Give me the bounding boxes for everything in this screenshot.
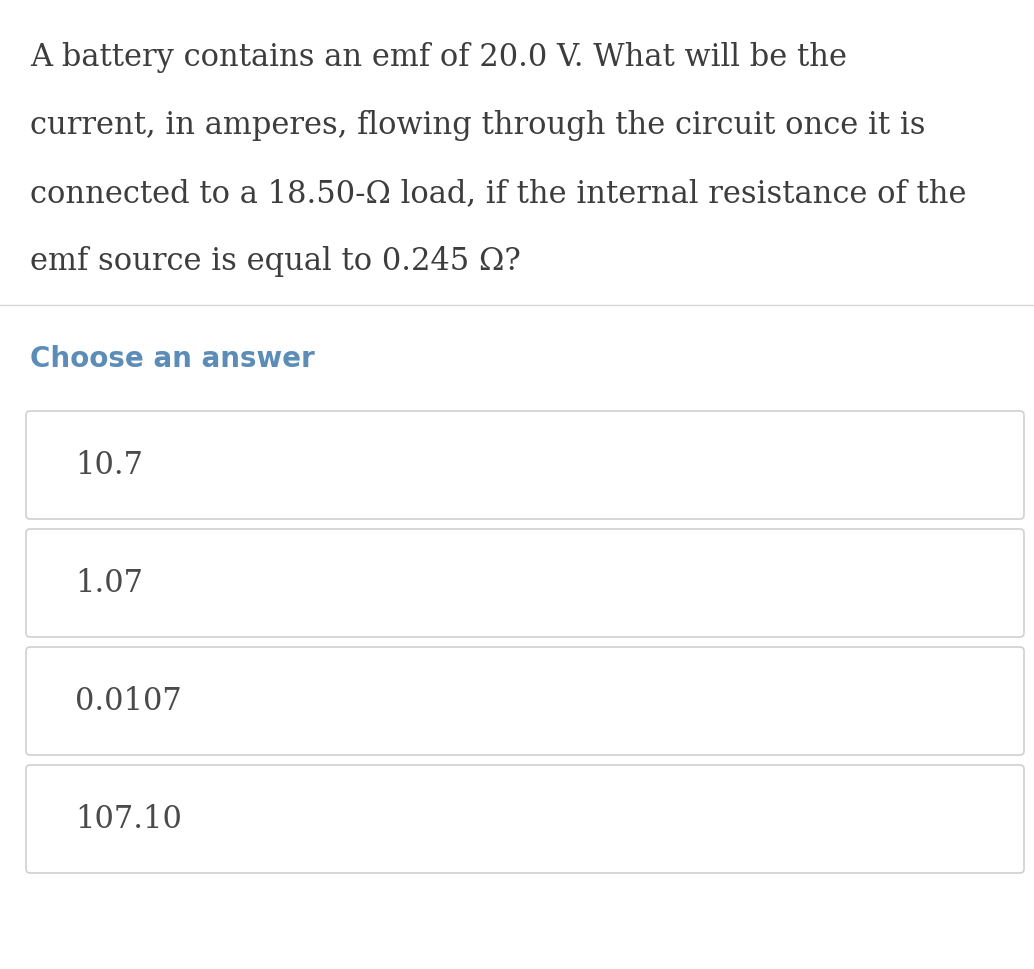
Text: Choose an answer: Choose an answer: [30, 345, 314, 373]
Text: connected to a 18.50-Ω load, if the internal resistance of the: connected to a 18.50-Ω load, if the inte…: [30, 178, 967, 209]
FancyBboxPatch shape: [26, 529, 1024, 637]
Text: current, in amperes, flowing through the circuit once it is: current, in amperes, flowing through the…: [30, 110, 925, 141]
FancyBboxPatch shape: [26, 647, 1024, 755]
FancyBboxPatch shape: [26, 411, 1024, 519]
Text: 0.0107: 0.0107: [75, 685, 182, 716]
FancyBboxPatch shape: [26, 765, 1024, 873]
Text: 107.10: 107.10: [75, 803, 182, 834]
Text: 1.07: 1.07: [75, 568, 143, 599]
Text: A battery contains an emf of 20.0 V. What will be the: A battery contains an emf of 20.0 V. Wha…: [30, 42, 847, 73]
Text: 10.7: 10.7: [75, 450, 143, 481]
Text: emf source is equal to 0.245 Ω?: emf source is equal to 0.245 Ω?: [30, 246, 521, 277]
